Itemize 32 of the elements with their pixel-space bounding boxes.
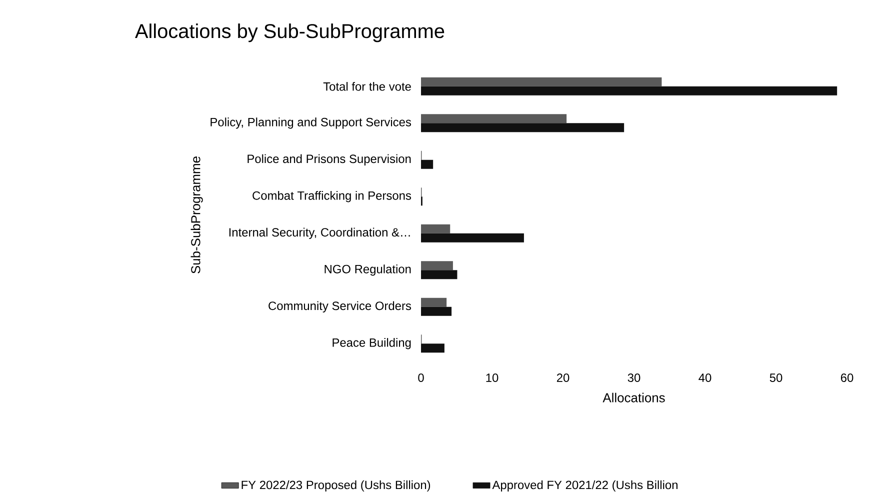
legend-label: Approved FY 2021/22 (Ushs Billion — [492, 480, 678, 492]
bar — [421, 114, 567, 124]
x-tick-label: 60 — [840, 374, 854, 382]
x-tick-label: 0 — [418, 374, 424, 382]
y-tick-label: Community Service Orders — [268, 301, 412, 312]
bar — [421, 86, 838, 96]
x-tick-label: 20 — [556, 374, 570, 382]
y-tick-label: Peace Building — [332, 338, 411, 350]
y-tick-label: Combat Trafficking in Persons — [252, 191, 412, 202]
y-tick-label: NGO Regulation — [324, 264, 411, 276]
bar — [421, 224, 450, 234]
bar — [421, 306, 452, 316]
x-tick-label: 40 — [698, 374, 712, 382]
y-tick-label: Police and Prisons Supervision — [248, 154, 411, 166]
x-tick-label: 50 — [770, 374, 782, 382]
x-axis-title: Allocations — [602, 392, 665, 402]
bar — [421, 344, 444, 353]
legend-label: FY 2022/23 Proposed (Ushs Billion) — [242, 480, 430, 492]
chart-title: Allocations by Sub-SubProgramme — [134, 24, 444, 42]
y-tick-label: Policy, Planning and Support Services — [210, 118, 412, 129]
bar — [421, 270, 458, 280]
bar — [421, 77, 662, 86]
bar — [421, 233, 524, 242]
x-tick-label: 10 — [486, 374, 498, 382]
y-tick-label: Total for the vote — [323, 82, 411, 91]
bar — [421, 298, 447, 307]
y-tick-label: Internal Security, Coordination &… — [229, 228, 410, 239]
y-axis-title: Sub-SubProgramme — [190, 156, 203, 274]
bar — [421, 160, 434, 169]
x-tick-label: 30 — [628, 374, 640, 382]
bar — [421, 123, 624, 132]
bar — [421, 261, 453, 270]
